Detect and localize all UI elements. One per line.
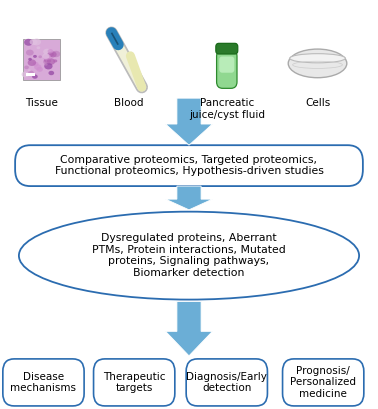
Ellipse shape: [26, 49, 34, 56]
Ellipse shape: [44, 63, 48, 66]
Ellipse shape: [28, 58, 32, 61]
Text: Blood: Blood: [114, 98, 143, 108]
Ellipse shape: [36, 67, 43, 72]
Ellipse shape: [48, 49, 53, 54]
Ellipse shape: [33, 62, 39, 66]
Ellipse shape: [32, 74, 38, 79]
Ellipse shape: [52, 51, 60, 57]
FancyBboxPatch shape: [93, 359, 175, 406]
Ellipse shape: [22, 72, 29, 77]
FancyBboxPatch shape: [15, 145, 363, 186]
Ellipse shape: [34, 64, 42, 70]
Ellipse shape: [28, 71, 34, 75]
Ellipse shape: [29, 39, 38, 45]
Ellipse shape: [43, 49, 51, 55]
Ellipse shape: [46, 58, 55, 65]
Ellipse shape: [28, 59, 36, 66]
FancyBboxPatch shape: [26, 73, 35, 76]
Ellipse shape: [43, 58, 51, 65]
Ellipse shape: [30, 59, 33, 62]
Ellipse shape: [43, 54, 51, 60]
Ellipse shape: [24, 39, 32, 45]
Text: Prognosis/
Personalized
medicine: Prognosis/ Personalized medicine: [290, 366, 356, 399]
FancyBboxPatch shape: [23, 39, 60, 80]
FancyBboxPatch shape: [282, 359, 364, 406]
Ellipse shape: [33, 55, 37, 58]
Ellipse shape: [53, 59, 57, 63]
Ellipse shape: [47, 52, 54, 57]
FancyBboxPatch shape: [3, 359, 84, 406]
Ellipse shape: [47, 59, 51, 63]
Text: Cells: Cells: [305, 98, 330, 108]
Ellipse shape: [48, 71, 54, 75]
Ellipse shape: [28, 69, 31, 72]
FancyBboxPatch shape: [217, 50, 237, 88]
Ellipse shape: [288, 49, 347, 78]
Ellipse shape: [19, 212, 359, 299]
Text: Comparative proteomics, Targeted proteomics,
Functional proteomics, Hypothesis-d: Comparative proteomics, Targeted proteom…: [54, 155, 324, 176]
Text: Disease
mechanisms: Disease mechanisms: [11, 372, 76, 393]
Ellipse shape: [290, 54, 345, 63]
Ellipse shape: [42, 54, 50, 59]
Text: Diagnosis/Early
detection: Diagnosis/Early detection: [186, 372, 267, 393]
Ellipse shape: [39, 55, 42, 58]
Text: Dysregulated proteins, Aberrant
PTMs, Protein interactions, Mutated
proteins, Si: Dysregulated proteins, Aberrant PTMs, Pr…: [92, 233, 286, 278]
Ellipse shape: [32, 38, 41, 45]
FancyBboxPatch shape: [216, 43, 238, 54]
Ellipse shape: [49, 52, 57, 58]
Ellipse shape: [44, 58, 51, 63]
Polygon shape: [166, 186, 212, 210]
Text: Therapeutic
targets: Therapeutic targets: [103, 372, 166, 393]
Ellipse shape: [44, 63, 53, 70]
FancyBboxPatch shape: [186, 359, 268, 406]
Text: Pancreatic
juice/cyst fluid: Pancreatic juice/cyst fluid: [189, 98, 265, 120]
Polygon shape: [166, 301, 212, 356]
Ellipse shape: [24, 65, 29, 69]
Text: Tissue: Tissue: [25, 98, 58, 108]
FancyBboxPatch shape: [219, 56, 234, 73]
Ellipse shape: [24, 39, 33, 46]
Ellipse shape: [37, 46, 40, 49]
Ellipse shape: [46, 59, 51, 63]
Polygon shape: [166, 98, 212, 145]
